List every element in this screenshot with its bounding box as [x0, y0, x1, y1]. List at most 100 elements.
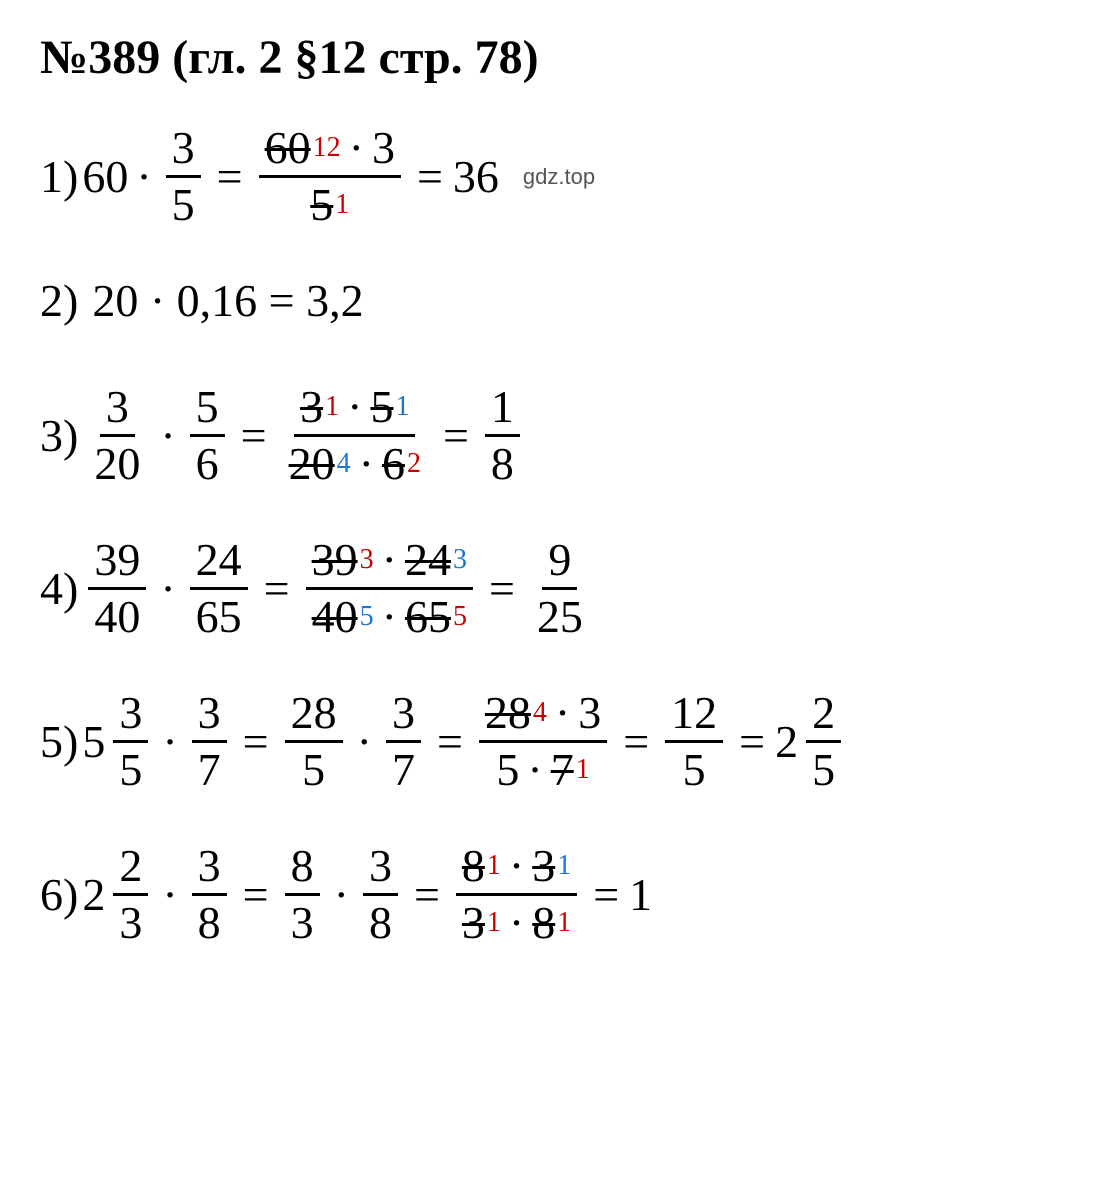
cancelled-value: 3 — [532, 843, 555, 889]
equals: = — [739, 719, 765, 765]
multiply-dot: · — [162, 872, 177, 918]
denominator: 40 — [88, 590, 146, 640]
problem-4: 4) 39 40 · 24 65 = 393 · 243 405 · 655 =… — [40, 537, 1084, 640]
denominator: 5 · 71 — [490, 743, 595, 793]
watermark: gdz.top — [523, 166, 595, 188]
fraction: 3 7 — [192, 690, 227, 793]
denominator: 204 · 62 — [283, 437, 427, 487]
numerator: 3 — [386, 690, 421, 743]
fraction: 3 20 — [88, 384, 146, 487]
numerator: 3 — [192, 690, 227, 743]
multiply-dot: · — [160, 413, 175, 459]
equals: = — [243, 872, 269, 918]
reduced-sub: 2 — [407, 450, 421, 478]
problem-number: 3) — [40, 413, 78, 459]
cancelled-value: 6 — [382, 441, 405, 487]
cancelled-value: 20 — [289, 441, 335, 487]
fraction: 3 5 — [113, 690, 148, 793]
multiply-dot: · — [359, 441, 374, 487]
denominator: 7 — [192, 743, 227, 793]
fraction-step: 393 · 243 405 · 655 — [306, 537, 473, 640]
denominator: 3 — [285, 896, 320, 946]
denominator: 25 — [531, 590, 589, 640]
fraction-step: 284 · 3 5 · 71 — [479, 690, 607, 793]
equals: = — [443, 413, 469, 459]
equals: = — [417, 154, 443, 200]
problem-number: 2) — [40, 278, 78, 324]
problem-1: 1) 60 · 3 5 = 6012 · 3 51 = 36 gdz.top — [40, 125, 1084, 228]
multiply-dot: · — [349, 125, 364, 171]
fraction: 3 8 — [363, 843, 398, 946]
fraction: 28 5 — [285, 690, 343, 793]
numerator: 6012 · 3 — [259, 125, 401, 178]
denominator: 31 · 81 — [456, 896, 577, 946]
denominator: 3 — [113, 896, 148, 946]
numerator: 3 — [166, 125, 201, 178]
reduced-sub: 1 — [335, 191, 349, 219]
numerator: 3 — [363, 843, 398, 896]
mixed-number: 5 3 5 — [82, 690, 154, 793]
numerator: 5 — [190, 384, 225, 437]
problem-number: 5) — [40, 719, 78, 765]
cancelled-value: 28 — [485, 690, 531, 736]
equals: = — [217, 154, 243, 200]
problem-3: 3) 3 20 · 5 6 = 31 · 51 204 · 62 = 1 8 — [40, 384, 1084, 487]
equals: = — [241, 413, 267, 459]
multiply-dot: · — [527, 747, 542, 793]
multiply-dot: · — [136, 154, 151, 200]
denominator: 5 — [677, 743, 712, 793]
result: 36 — [453, 154, 499, 200]
whole-part: 2 — [82, 872, 105, 918]
reduced-sup: 12 — [313, 134, 341, 162]
multiply-dot: · — [357, 719, 372, 765]
reduced-sub: 5 — [360, 603, 374, 631]
multiply-dot: · — [160, 566, 175, 612]
problem-6: 6) 2 2 3 · 3 8 = 8 3 · 3 8 = 81 · 31 31 … — [40, 843, 1084, 946]
multiply-dot: · — [382, 537, 397, 583]
numerator: 8 — [285, 843, 320, 896]
reduced-sup: 3 — [453, 546, 467, 574]
reduced-sup: 1 — [487, 852, 501, 880]
reduced-sup: 1 — [395, 393, 409, 421]
numerator: 12 — [665, 690, 723, 743]
cancelled-value: 5 — [370, 384, 393, 430]
multiply-dot: · — [382, 594, 397, 640]
numerator: 9 — [542, 537, 577, 590]
fraction-step: 81 · 31 31 · 81 — [456, 843, 577, 946]
multiply-dot: · — [509, 843, 524, 889]
fraction: 24 65 — [190, 537, 248, 640]
problem-number: 4) — [40, 566, 78, 612]
denominator: 5 — [296, 743, 331, 793]
fraction: 2 3 — [113, 843, 148, 946]
numerator: 3 — [192, 843, 227, 896]
fraction-result: 1 8 — [485, 384, 520, 487]
denominator: 6 — [190, 437, 225, 487]
fraction: 39 40 — [88, 537, 146, 640]
value: 3 — [372, 125, 395, 171]
fraction-step: 6012 · 3 51 — [259, 125, 401, 228]
numerator: 393 · 243 — [306, 537, 473, 590]
numerator: 24 — [190, 537, 248, 590]
problem-5: 5) 5 3 5 · 3 7 = 28 5 · 3 7 = 284 · 3 5 … — [40, 690, 1084, 793]
cancelled-value: 5 — [310, 182, 333, 228]
denominator: 8 — [485, 437, 520, 487]
multiply-dot: · — [555, 690, 570, 736]
cancelled-value: 7 — [551, 747, 574, 793]
numerator: 2 — [113, 843, 148, 896]
result: 1 — [629, 872, 652, 918]
denominator: 8 — [363, 896, 398, 946]
denominator: 7 — [386, 743, 421, 793]
numerator: 31 · 51 — [294, 384, 415, 437]
problem-number: 6) — [40, 872, 78, 918]
cancelled-value: 24 — [405, 537, 451, 583]
reduced-sup: 1 — [325, 393, 339, 421]
numerator: 3 — [113, 690, 148, 743]
heading: №389 (гл. 2 §12 стр. 78) — [40, 30, 1084, 85]
fraction: 3 5 — [166, 125, 201, 228]
equals: = — [414, 872, 440, 918]
fraction: 5 6 — [190, 384, 225, 487]
cancelled-value: 3 — [300, 384, 323, 430]
fraction: 3 7 — [386, 690, 421, 793]
reduced-sub: 5 — [453, 603, 467, 631]
cancelled-value: 60 — [265, 125, 311, 171]
